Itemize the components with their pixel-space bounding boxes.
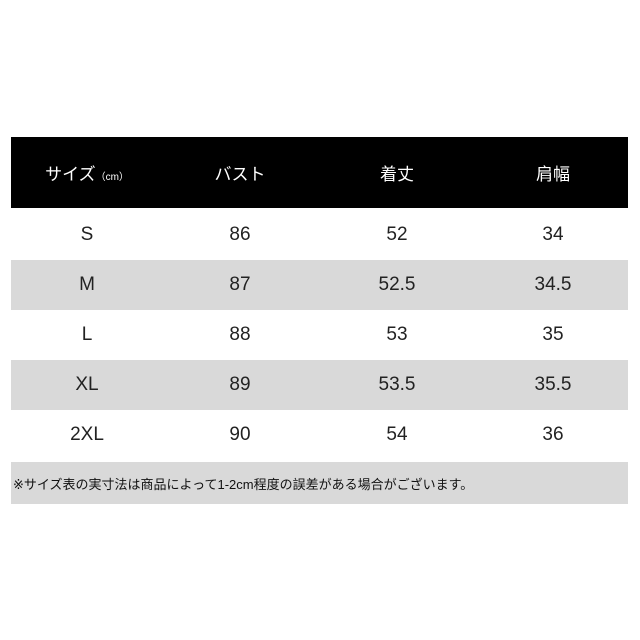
cell-bust: 87 (229, 274, 251, 295)
header-unit: （cm） (95, 172, 129, 183)
cell-length: 53 (386, 324, 408, 345)
cell-shoulder: 35.5 (534, 374, 572, 395)
cell-size: L (81, 324, 93, 345)
cell-size: 2XL (70, 424, 104, 445)
size-chart-table: サイズ（cm） バスト 着丈 肩幅 S 86 52 34 M 87 52.5 3… (11, 137, 628, 460)
cell-bust: 90 (229, 424, 251, 445)
cell-length: 52 (386, 224, 408, 245)
cell-bust: 89 (229, 374, 251, 395)
header-size-label: サイズ (45, 165, 96, 184)
header-length: 着丈 (380, 165, 414, 184)
table-header: サイズ（cm） バスト 着丈 肩幅 (11, 137, 628, 208)
cell-shoulder: 34.5 (534, 274, 572, 295)
cell-size: S (80, 224, 94, 245)
cell-shoulder: 36 (542, 424, 564, 445)
table-row: 2XL 90 54 36 (11, 410, 628, 460)
cell-length: 54 (386, 424, 408, 445)
cell-bust: 88 (229, 324, 251, 345)
table-row: L 88 53 35 (11, 310, 628, 360)
cell-shoulder: 34 (542, 224, 564, 245)
cell-bust: 86 (229, 224, 251, 245)
table-row: M 87 52.5 34.5 (11, 260, 628, 310)
header-bust: バスト (214, 165, 266, 184)
header-size: サイズ（cm） (45, 160, 129, 185)
table-row: XL 89 53.5 35.5 (11, 360, 628, 410)
cell-length: 53.5 (378, 374, 416, 395)
cell-shoulder: 35 (542, 324, 564, 345)
cell-size: XL (75, 374, 99, 395)
size-note: ※サイズ表の実寸法は商品によって1-2cm程度の誤差がある場合がございます。 (11, 462, 628, 504)
table-row: S 86 52 34 (11, 210, 628, 260)
cell-size: M (79, 274, 95, 295)
cell-length: 52.5 (378, 274, 416, 295)
header-shoulder: 肩幅 (536, 165, 570, 184)
